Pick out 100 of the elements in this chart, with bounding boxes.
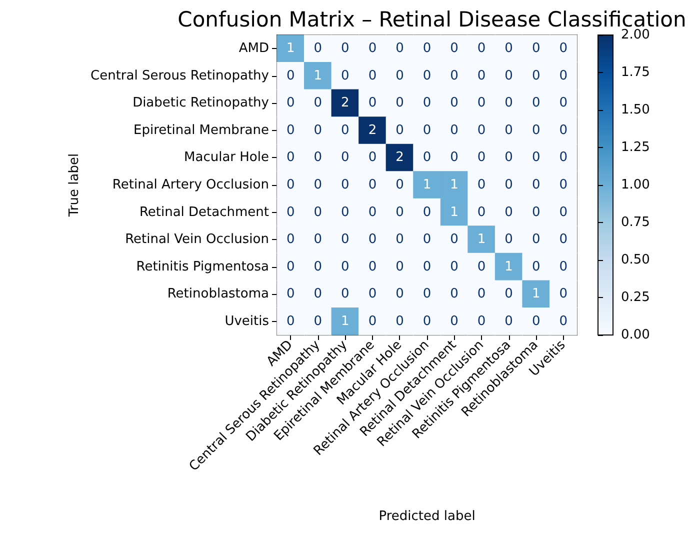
data-label: 0	[396, 41, 404, 56]
data-label: 1	[341, 314, 350, 329]
data-label: 0	[504, 41, 513, 56]
data-label: 0	[559, 122, 568, 138]
x-axis-title: Predicted label	[378, 509, 476, 524]
data-label: 0	[368, 68, 377, 84]
data-label: 0	[559, 96, 568, 111]
data-label: 0	[341, 286, 350, 302]
y-tick-label: Macular Hole	[184, 150, 269, 166]
data-label: 0	[450, 286, 458, 302]
data-label: 0	[477, 41, 486, 56]
data-label: 0	[559, 232, 568, 248]
data-label: 0	[450, 122, 458, 138]
data-label: 0	[450, 68, 458, 84]
data-label: 0	[396, 96, 404, 111]
data-label: 0	[396, 286, 404, 302]
data-label: 1	[314, 68, 322, 84]
data-label: 0	[477, 178, 486, 192]
data-label: 0	[341, 150, 350, 166]
data-label: 0	[286, 122, 295, 138]
data-label: 0	[341, 122, 350, 138]
data-label: 0	[286, 314, 295, 329]
data-label: 0	[477, 314, 486, 329]
data-label: 0	[504, 122, 513, 138]
data-label: 0	[396, 178, 404, 192]
data-label: 0	[532, 178, 540, 192]
data-label: 0	[532, 232, 540, 248]
data-label: 0	[341, 204, 350, 220]
data-label: 0	[422, 259, 432, 274]
data-label: 0	[341, 232, 350, 248]
data-label: 0	[341, 41, 350, 56]
data-label: 0	[314, 41, 322, 56]
data-label: 0	[422, 150, 432, 166]
y-tick-label: AMD	[238, 41, 269, 56]
data-label: 0	[504, 150, 513, 166]
data-label: 0	[532, 68, 540, 84]
data-label: 2	[341, 96, 350, 111]
data-label: 0	[559, 41, 568, 56]
data-label: 0	[368, 286, 377, 302]
data-label: 0	[450, 314, 458, 329]
data-label: 0	[559, 68, 568, 84]
data-label: 0	[422, 204, 432, 220]
data-label: 0	[559, 259, 568, 274]
data-label: 0	[532, 122, 540, 138]
y-axis-title: True label	[67, 153, 82, 218]
data-label: 0	[314, 204, 322, 220]
data-label: 0	[314, 259, 322, 274]
data-label: 0	[532, 150, 540, 166]
data-label: 0	[450, 232, 458, 248]
data-label: 1	[477, 232, 486, 248]
data-label: 0	[504, 314, 513, 329]
y-tick-label: Retinitis Pigmentosa	[136, 259, 269, 274]
data-label: 0	[504, 232, 513, 248]
data-label: 2	[368, 122, 377, 138]
data-label: 0	[368, 204, 377, 220]
data-label: 0	[341, 259, 350, 274]
data-label: 0	[396, 68, 404, 84]
data-label: 0	[559, 314, 568, 329]
data-label: 0	[286, 178, 295, 192]
data-label: 0	[341, 178, 350, 192]
data-label: 0	[477, 122, 486, 138]
data-label: 0	[422, 41, 432, 56]
data-label: 0	[532, 204, 540, 220]
data-label: 0	[314, 314, 322, 329]
data-label: 0	[504, 68, 513, 84]
data-label: 0	[477, 96, 486, 111]
data-label: 0	[477, 68, 486, 84]
data-label: 0	[341, 68, 350, 84]
data-label: 0	[477, 286, 486, 302]
data-label: 0	[368, 96, 377, 111]
data-label: 0	[532, 314, 540, 329]
data-label: 0	[396, 122, 404, 138]
data-label: 0	[368, 41, 377, 56]
data-label: 1	[450, 178, 458, 192]
color-bar-label: 0.00	[621, 328, 650, 342]
data-label: 0	[504, 178, 513, 192]
data-label: 1	[422, 178, 432, 192]
data-label: 0	[504, 204, 513, 220]
data-label: 0	[559, 150, 568, 166]
data-label: 0	[450, 41, 458, 56]
data-label: 0	[286, 150, 295, 166]
data-label: 0	[368, 314, 377, 329]
data-label: 0	[477, 150, 486, 166]
y-tick-label: Epiretinal Membrane	[134, 122, 269, 138]
data-label: 0	[422, 232, 432, 248]
y-tick-label: Retinoblastoma	[167, 286, 269, 302]
data-label: 0	[532, 259, 540, 274]
data-label: 0	[422, 286, 432, 302]
data-label: 0	[477, 259, 486, 274]
data-label: 1	[504, 259, 513, 274]
data-label: 0	[396, 314, 404, 329]
data-label: 0	[450, 96, 458, 111]
data-label: 2	[396, 150, 404, 166]
y-tick-label: Uveitis	[224, 314, 270, 329]
data-label: 0	[559, 178, 568, 192]
data-label: 0	[504, 96, 513, 111]
y-tick-label: Retinal Detachment	[139, 204, 269, 220]
data-label: 0	[422, 122, 432, 138]
data-label: 0	[286, 204, 295, 220]
data-label: 0	[532, 96, 540, 111]
